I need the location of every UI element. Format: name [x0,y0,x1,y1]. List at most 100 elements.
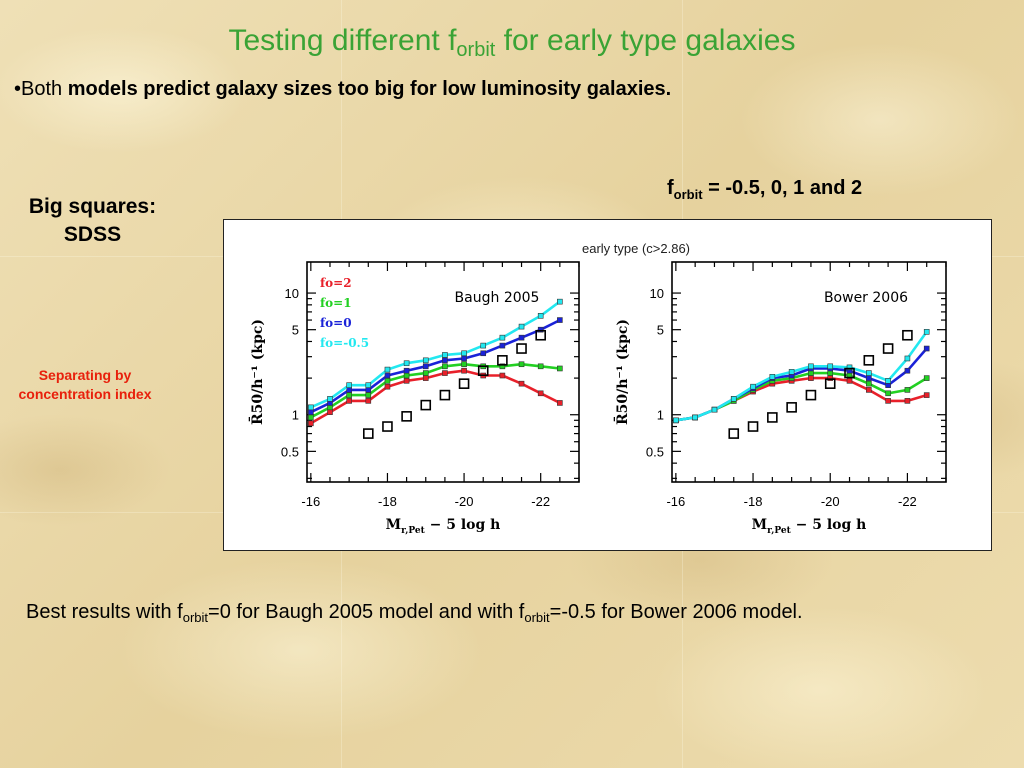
separating-line1: Separating by [38,367,132,383]
series-point [327,409,333,415]
series-point [518,361,525,368]
x-axis-label: Mr,Pet − 5 log h [386,517,501,536]
series-point [557,365,563,372]
series-point [480,342,487,349]
sdss-square [805,389,817,401]
series-point [384,383,391,390]
conclusion-part2: =0 for Baugh 2005 model and with f [208,601,525,623]
series-point [442,357,448,364]
series-point [885,390,891,397]
x-axis-label-rest: − 5 log h [425,517,501,533]
series-point [308,420,314,427]
series-point [422,370,429,376]
forbit-f: f [667,177,674,199]
series-point [403,372,410,379]
series-point [557,317,563,323]
figure-title: early type (c>2.86) [582,241,690,256]
series-point [365,387,372,393]
bullet-marker: • [14,78,22,100]
sdss-square [535,329,546,341]
x-tick-label: -16 [301,494,320,509]
plot-frame [671,261,947,483]
series-line [675,331,928,422]
series-point [499,363,506,370]
series-point [308,404,314,411]
series-point [537,363,544,370]
y-tick-label: 0.5 [646,444,664,459]
x-tick-label: -16 [666,494,685,509]
panel-title: Bower 2006 [824,290,908,306]
x-axis-label-main: M [386,517,402,533]
series-line [310,362,560,419]
x-axis-label-sub: r,Pet [767,526,791,536]
figure-panel: early type (c>2.86) -16 -18 -20 -22 10 5 1 0.5 R̄… [223,219,992,551]
series-point [923,345,930,352]
conclusion-sub1: orbit [182,610,209,625]
series-point [365,382,372,388]
series-point [346,392,352,398]
series-point [537,313,544,319]
series-point [866,375,872,381]
series-point [711,406,718,413]
separating-note: Separating by concentration index [0,366,170,404]
series-point [788,369,795,375]
plot-frame [306,261,580,483]
x-tick-label: -20 [821,494,840,509]
y-axis-label: R̄50/h⁻¹ (kpc) [247,319,266,425]
series-point [403,378,410,384]
series-point [384,372,391,379]
series-point [499,334,506,341]
series-line [310,300,561,409]
conclusion-part3: =-0.5 for Bower 2006 model. [549,601,803,623]
sdss-square [824,378,836,389]
series-point [365,392,372,398]
series-point [308,414,314,421]
y-tick-label: 10 [285,286,299,301]
series-point [808,363,814,370]
series-point [499,342,506,349]
sdss-square [516,343,527,354]
x-tick-label: -20 [455,494,474,509]
series-line [310,369,561,425]
slide-title: Testing different forbit for early type … [0,24,1024,62]
y-tick-label: 1 [657,408,664,423]
forbit-subscript: orbit [673,187,703,202]
series-point [537,326,544,333]
y-tick-label: 10 [650,286,664,301]
series-point [673,417,679,424]
sdss-square [747,421,759,432]
legend-entry: fo=1 [320,296,352,310]
y-tick-label: 0.5 [281,444,299,459]
y-tick-label: 5 [292,323,299,338]
forbit-values-label: forbit = -0.5, 0, 1 and 2 [667,177,862,202]
series-point [866,380,872,387]
figure-svg: early type (c>2.86) -16 -18 -20 -22 10 5 1 0.5 R̄… [247,241,947,536]
sdss-square [902,329,913,341]
sdss-square [458,378,470,389]
series-point [346,398,352,404]
x-axis-label-rest: − 5 log h [791,517,867,533]
legend-entry: fo=0 [320,316,352,330]
y-axis-label: R̄50/h⁻¹ (kpc) [612,319,631,425]
panel-title: Baugh 2005 [455,290,540,306]
x-tick-label: -22 [531,494,550,509]
x-tick-label: -18 [744,494,763,509]
series-point [866,387,872,393]
series-point [461,361,467,368]
conclusion-part1: Best results with f [26,601,183,623]
x-axis-label: Mr,Pet − 5 log h [752,517,867,536]
series-point [346,387,352,393]
series-point [422,375,429,381]
y-tick-label: 5 [657,323,664,338]
sdss-square [382,421,393,432]
series-point [904,387,911,393]
sdss-square [362,428,374,439]
series-point [346,382,352,388]
sdss-square [477,365,489,377]
series-point [384,378,391,384]
series-point [750,383,756,390]
series-point [846,364,853,371]
sdss-square [786,402,797,413]
sdss-square [767,412,778,423]
x-axis-label-main: M [752,517,768,533]
